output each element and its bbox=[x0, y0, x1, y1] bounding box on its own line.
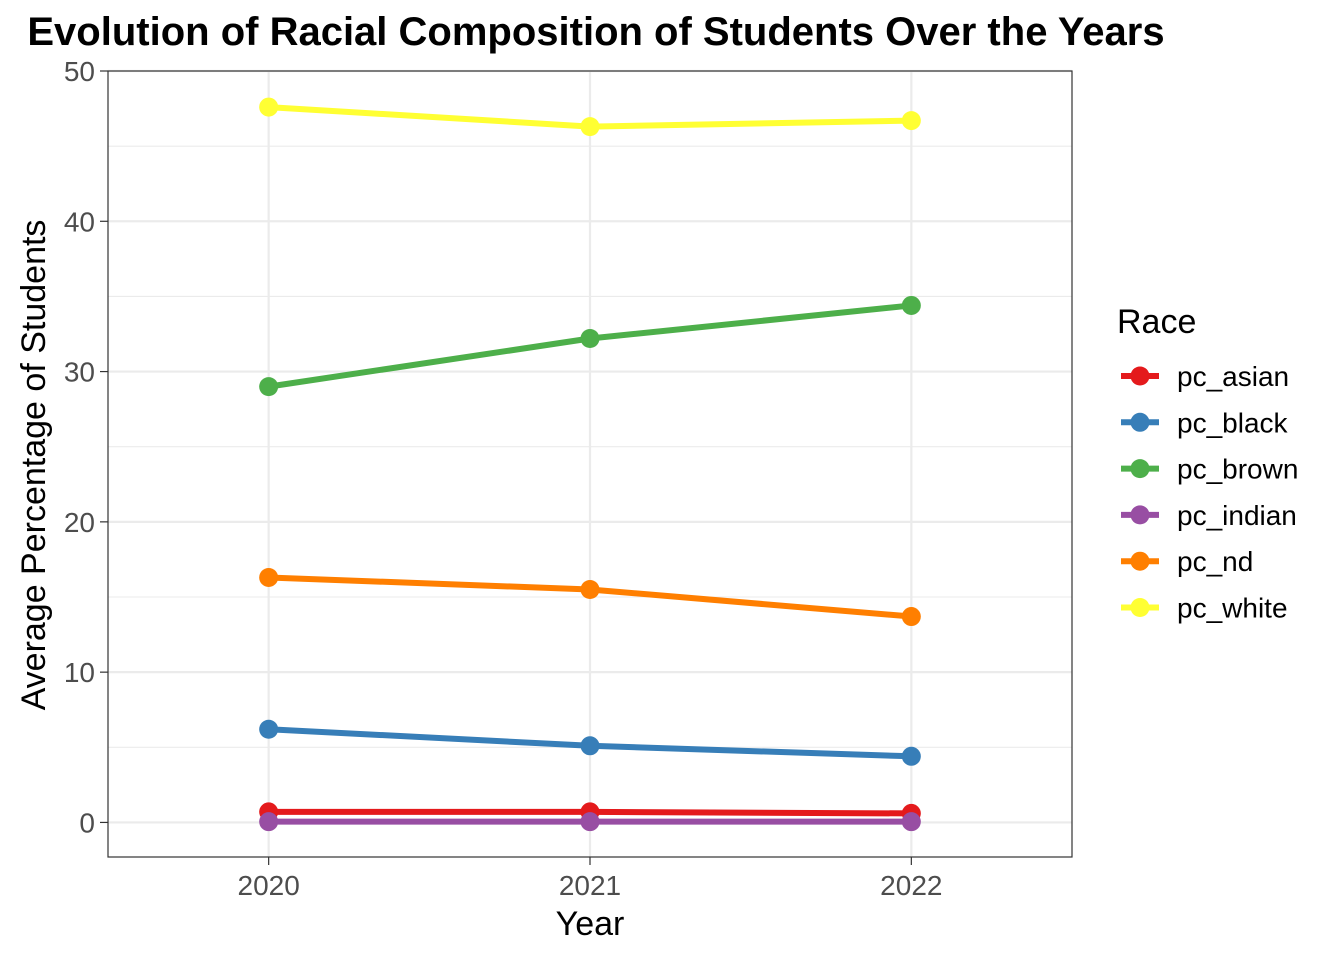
y-tick-label: 40 bbox=[64, 206, 95, 237]
legend-key-point bbox=[1130, 551, 1150, 571]
y-axis-title: Average Percentage of Students bbox=[15, 220, 53, 711]
series-pc_white bbox=[259, 97, 921, 137]
data-point-pc_white bbox=[580, 117, 600, 137]
axes: 0 10 20 30 40 50 2020 2021 2022 bbox=[64, 56, 943, 901]
x-tick-label: 2020 bbox=[238, 870, 300, 901]
data-point-pc_indian bbox=[901, 812, 921, 832]
data-point-pc_brown bbox=[901, 295, 921, 315]
data-point-pc_nd bbox=[259, 567, 279, 587]
data-point-pc_brown bbox=[259, 377, 279, 397]
y-tick-label: 10 bbox=[64, 657, 95, 688]
legend-label: pc_asian bbox=[1177, 361, 1289, 392]
data-point-pc_black bbox=[901, 746, 921, 766]
legend: Race pc_asian pc_black pc_brown pc_indianpc… bbox=[1117, 303, 1298, 624]
legend-key-point bbox=[1130, 505, 1150, 525]
legend-label: pc_brown bbox=[1177, 454, 1298, 485]
data-point-pc_black bbox=[580, 736, 600, 756]
legend-item-pc_asian: pc_asian bbox=[1121, 361, 1289, 392]
y-tick-label: 20 bbox=[64, 507, 95, 538]
y-tick-label: 0 bbox=[79, 807, 95, 838]
series-pc_black bbox=[259, 719, 921, 766]
data-point-pc_indian bbox=[580, 812, 600, 832]
y-tick-label: 50 bbox=[64, 56, 95, 87]
data-point-pc_indian bbox=[259, 812, 279, 832]
chart-title: Evolution of Racial Composition of Stude… bbox=[27, 10, 1164, 54]
data-point-pc_nd bbox=[580, 579, 600, 599]
x-tick-label: 2022 bbox=[880, 870, 942, 901]
legend-item-pc_brown: pc_brown bbox=[1121, 454, 1298, 485]
data-point-pc_nd bbox=[901, 607, 921, 627]
data-point-pc_black bbox=[259, 719, 279, 739]
data-point-pc_brown bbox=[580, 329, 600, 349]
legend-key-point bbox=[1130, 598, 1150, 617]
legend-item-pc_nd: pc_nd bbox=[1121, 546, 1253, 577]
legend-key-point bbox=[1130, 412, 1150, 432]
series-pc_nd bbox=[259, 567, 921, 627]
legend-label: pc_white bbox=[1177, 593, 1288, 624]
legend-key-point bbox=[1130, 366, 1150, 386]
series-pc_indian bbox=[259, 812, 921, 832]
y-tick-label: 30 bbox=[64, 357, 95, 388]
legend-item-pc_black: pc_black bbox=[1121, 407, 1289, 438]
data-point-pc_white bbox=[901, 111, 921, 131]
x-axis-title: Year bbox=[556, 905, 625, 943]
legend-key-point bbox=[1130, 459, 1150, 479]
series-pc_brown bbox=[259, 295, 921, 397]
legend-title: Race bbox=[1117, 303, 1196, 341]
legend-label: pc_indian bbox=[1177, 500, 1297, 531]
series-layer bbox=[259, 97, 921, 832]
x-tick-label: 2021 bbox=[559, 870, 621, 901]
legend-item-pc_indian: pc_indian bbox=[1121, 500, 1297, 531]
legend-item-pc_white: pc_white bbox=[1121, 593, 1288, 624]
legend-label: pc_black bbox=[1177, 407, 1289, 438]
legend-label: pc_nd bbox=[1177, 546, 1253, 577]
data-point-pc_white bbox=[259, 97, 279, 117]
